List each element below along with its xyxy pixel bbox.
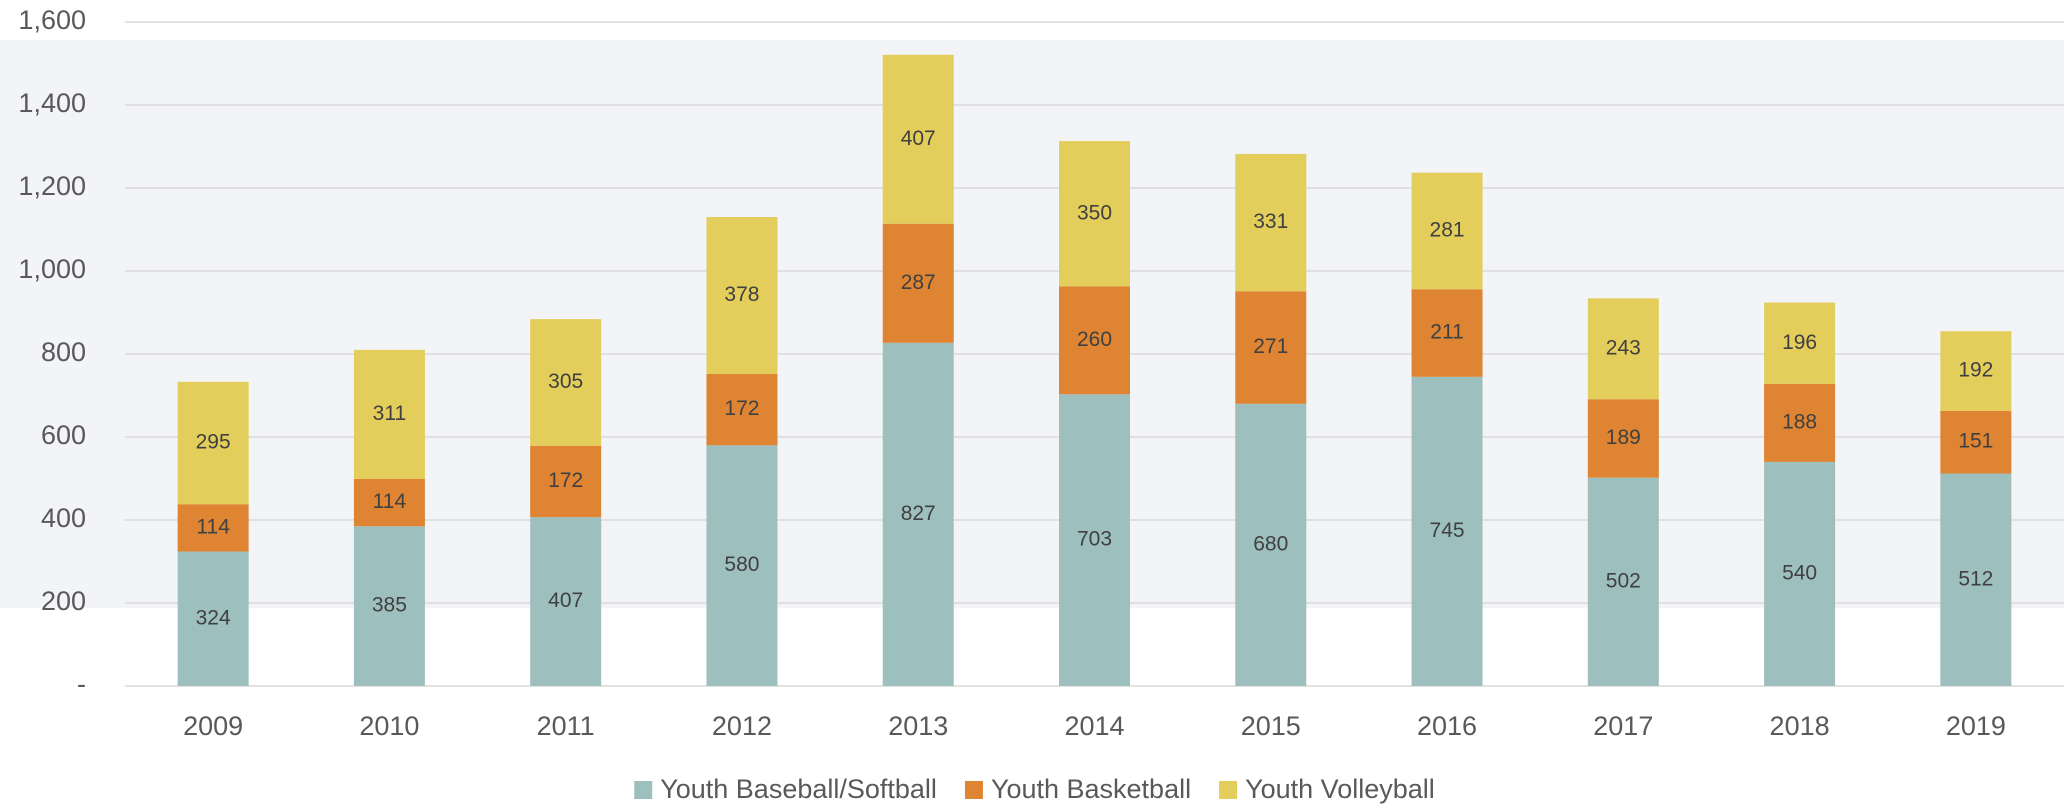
- x-tick-label: 2009: [183, 711, 243, 741]
- data-label: 540: [1782, 561, 1817, 584]
- data-label: 189: [1606, 426, 1641, 449]
- data-label: 287: [901, 271, 936, 294]
- y-tick-label: 1,000: [18, 254, 86, 284]
- data-label: 827: [901, 502, 936, 525]
- y-tick-label: 600: [41, 420, 86, 450]
- legend-label: Youth Basketball: [991, 774, 1191, 804]
- data-label: 407: [901, 127, 936, 150]
- x-tick-label: 2017: [1593, 711, 1653, 741]
- data-label: 114: [196, 515, 230, 538]
- background-panel: [0, 40, 2064, 608]
- x-tick-label: 2013: [888, 711, 948, 741]
- data-label: 281: [1430, 218, 1465, 241]
- data-label: 243: [1606, 336, 1641, 359]
- data-label: 271: [1253, 335, 1288, 358]
- legend-swatch: [634, 781, 652, 799]
- legend-swatch: [1219, 781, 1237, 799]
- y-tick-label: 1,600: [18, 5, 86, 35]
- data-label: 196: [1782, 331, 1817, 354]
- data-label: 305: [548, 370, 583, 393]
- x-tick-label: 2016: [1417, 711, 1477, 741]
- x-tick-label: 2018: [1770, 711, 1830, 741]
- data-label: 172: [548, 469, 583, 492]
- data-label: 311: [373, 402, 406, 425]
- y-tick-label: 1,200: [18, 171, 86, 201]
- data-label: 188: [1782, 410, 1817, 433]
- data-label: 745: [1430, 519, 1465, 542]
- data-label: 703: [1077, 528, 1112, 551]
- y-tick-label: 400: [41, 503, 86, 533]
- data-label: 350: [1077, 201, 1112, 224]
- data-label: 260: [1077, 328, 1112, 351]
- legend-label: Youth Baseball/Softball: [660, 774, 937, 804]
- data-label: 378: [724, 283, 759, 306]
- data-label: 385: [372, 594, 407, 617]
- data-label: 211: [1430, 321, 1463, 344]
- y-tick-label: 1,400: [18, 88, 86, 118]
- data-label: 324: [196, 606, 231, 629]
- x-tick-label: 2014: [1064, 711, 1124, 741]
- legend-swatch: [965, 781, 983, 799]
- data-label: 192: [1958, 359, 1993, 382]
- data-label: 502: [1606, 569, 1641, 592]
- x-tick-label: 2019: [1946, 711, 2006, 741]
- data-label: 580: [724, 553, 759, 576]
- data-label: 407: [548, 589, 583, 612]
- data-label: 172: [724, 397, 759, 420]
- chart: - 200 400 600 800 1,000 1,200 1,400 1,600 2009 324…: [0, 0, 2064, 808]
- data-label: 680: [1253, 532, 1288, 555]
- data-label: 295: [196, 431, 231, 454]
- x-tick-label: 2010: [359, 711, 419, 741]
- data-label: 331: [1253, 210, 1288, 233]
- y-tick-label: -: [77, 669, 86, 699]
- data-label: 114: [373, 490, 407, 513]
- y-tick-label: 200: [41, 586, 86, 616]
- data-label: 512: [1958, 567, 1993, 590]
- x-tick-label: 2015: [1241, 711, 1301, 741]
- y-tick-label: 800: [41, 337, 86, 367]
- data-label: 151: [1958, 430, 1993, 453]
- legend-label: Youth Volleyball: [1245, 774, 1435, 804]
- x-tick-label: 2011: [537, 711, 595, 741]
- x-tick-label: 2012: [712, 711, 772, 741]
